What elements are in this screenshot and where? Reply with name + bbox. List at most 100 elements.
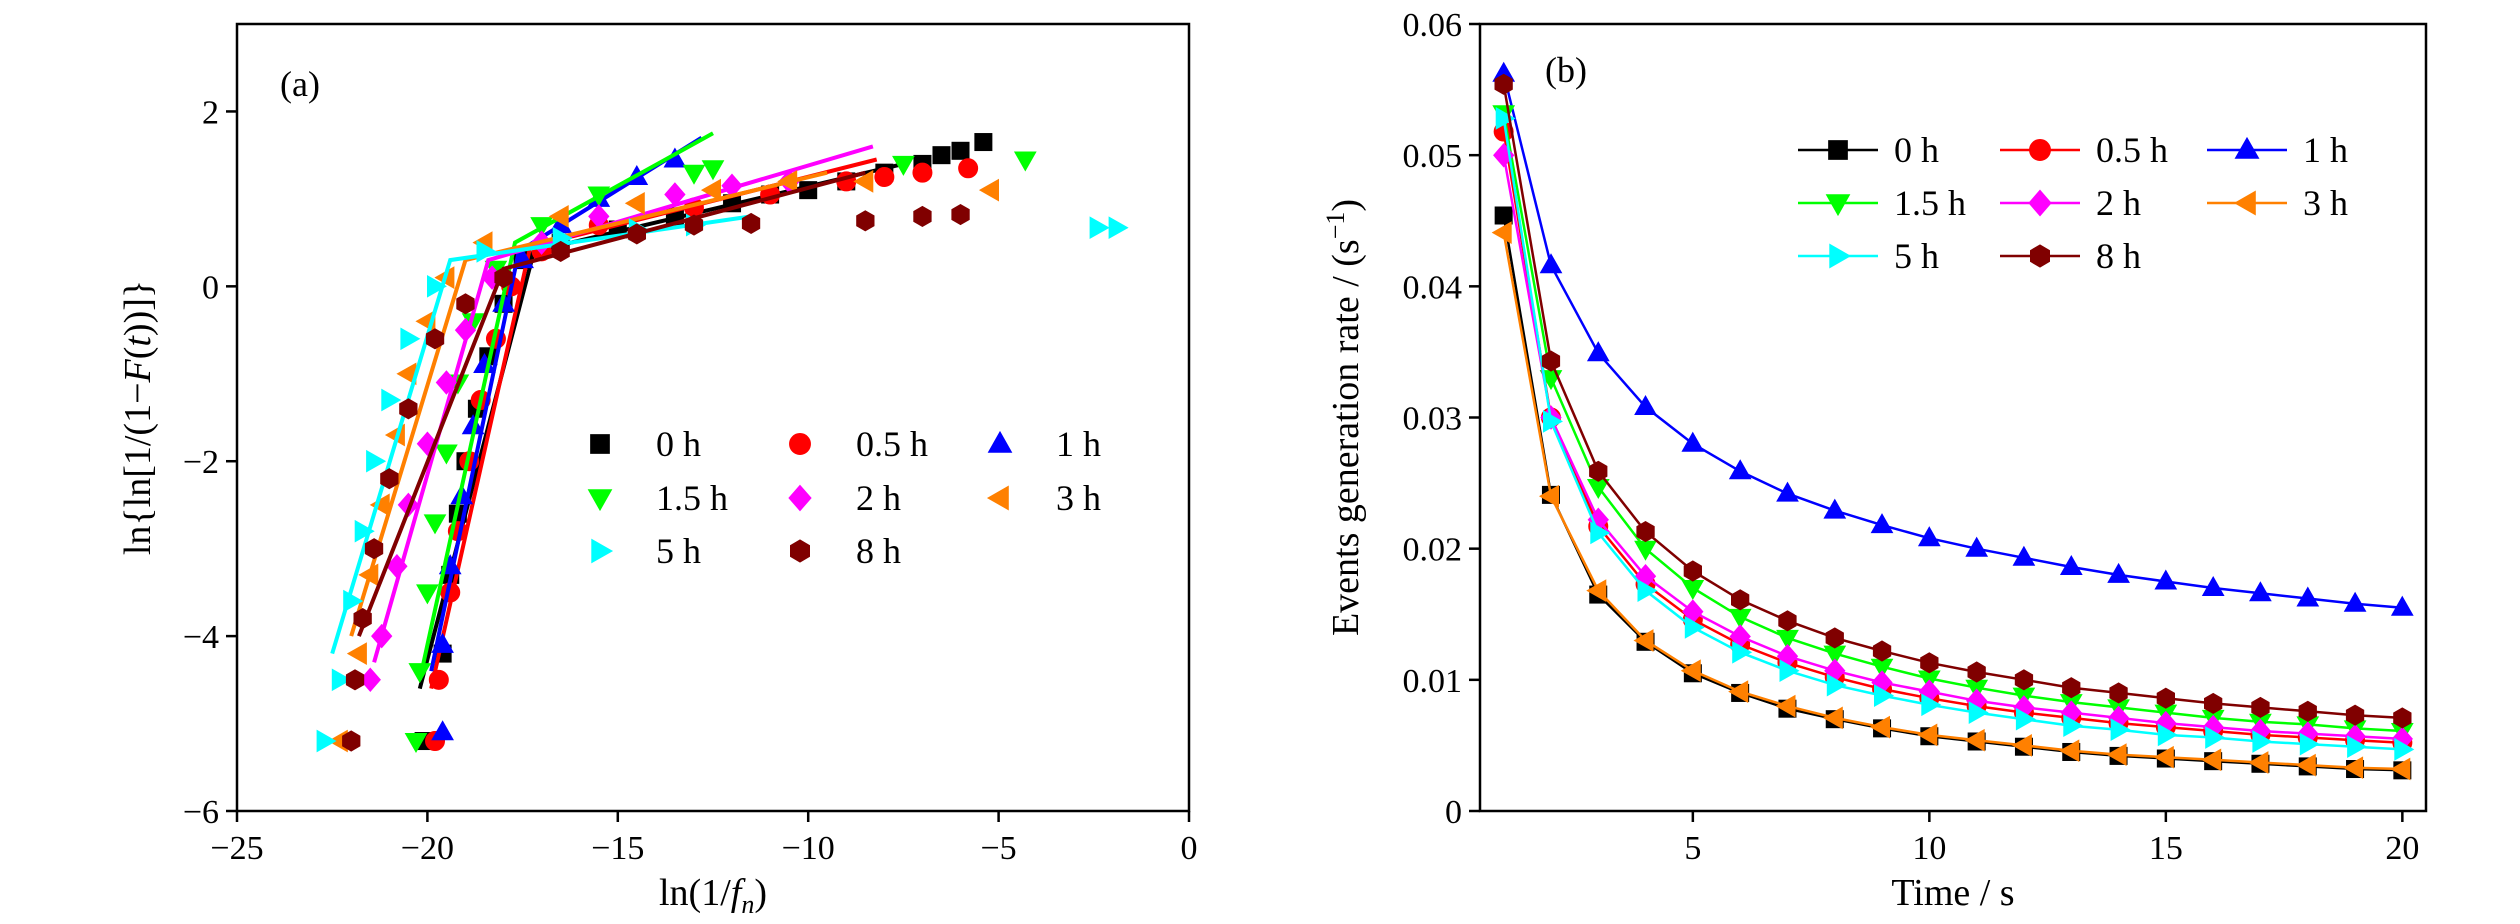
data-point: [2154, 569, 2178, 590]
data-point: [381, 388, 402, 412]
data-point: [700, 178, 721, 202]
panel-a-x-axis-label: ln(1/fn): [659, 872, 767, 919]
y-label-part-1: ln{ln[1/(1−: [117, 382, 159, 555]
y-tick-label: 0.05: [1403, 138, 1463, 175]
data-point: [1684, 616, 1705, 639]
data-point: [2059, 554, 2083, 575]
panel-a-scatter-chart: −25 −20 −15 −10 −5 0−6−4−202 (a) ln(1/fn) ln{…: [117, 22, 1198, 919]
data-point: [2343, 591, 2367, 612]
legend-label: 5 h: [1894, 236, 1939, 276]
data-point: [316, 729, 337, 753]
legend-item-a: 0.5 h: [789, 424, 928, 464]
data-point: [913, 205, 932, 227]
data-point: [1728, 680, 1749, 703]
legend-marker: [1825, 194, 1851, 217]
data-point: [856, 210, 875, 232]
legend-item-b: 0.5 h: [2000, 130, 2168, 170]
series-b-3h: [1491, 221, 2411, 781]
legend-marker: [591, 538, 614, 564]
data-point: [2249, 581, 2272, 602]
data-point: [1732, 640, 1753, 664]
y-label-b-part-3: ): [1325, 199, 1367, 212]
data-point: [1968, 701, 1989, 724]
panel-b-y-axis-label: Events generation rate / (s−1): [1321, 199, 1367, 636]
data-point: [2011, 734, 2032, 757]
data-point: [2110, 718, 2131, 742]
data-point: [1822, 706, 1843, 730]
legend-marker: [987, 430, 1013, 453]
fit-line: [429, 157, 878, 690]
y-tick-label: 0.04: [1403, 269, 1463, 306]
data-point: [2156, 687, 2175, 709]
x-tick-label: 10: [1912, 830, 1946, 867]
legend-marker: [2030, 244, 2050, 268]
legend-label: 1.5 h: [656, 478, 728, 518]
data-point: [380, 468, 399, 490]
legend-label: 1 h: [2303, 130, 2348, 170]
data-point: [974, 133, 993, 152]
y-label-part-4: t: [117, 335, 159, 347]
data-point: [1541, 350, 1561, 372]
legend-item-a: 1 h: [987, 424, 1101, 464]
data-point: [1823, 498, 1847, 519]
x-tick-label: 20: [2385, 830, 2419, 867]
data-point: [1089, 216, 1110, 240]
data-point: [2252, 730, 2273, 753]
legend-label: 1 h: [1056, 424, 1101, 464]
data-point: [1491, 221, 1512, 244]
data-point: [346, 642, 367, 665]
data-point: [456, 293, 475, 315]
legend-marker: [587, 489, 613, 512]
data-point: [892, 155, 915, 176]
data-point: [2062, 677, 2081, 699]
data-point: [1870, 513, 1894, 534]
data-point: [354, 519, 375, 543]
legend-label: 0 h: [656, 424, 701, 464]
data-point: [1921, 693, 1942, 717]
y-tick-label: 0: [1445, 794, 1462, 831]
data-point: [548, 205, 569, 228]
data-point: [1825, 627, 1844, 649]
legend-label: 3 h: [2303, 183, 2348, 223]
legend-item-a: 2 h: [788, 478, 901, 518]
data-point: [1013, 151, 1037, 172]
data-point: [932, 146, 951, 165]
data-point: [2204, 692, 2223, 714]
data-point: [1728, 459, 1752, 480]
data-point: [2345, 704, 2365, 726]
y-tick-label: 0: [202, 269, 219, 306]
data-point: [427, 274, 448, 298]
legend-label: 3 h: [1056, 478, 1101, 518]
data-point: [1633, 629, 1654, 652]
series-line: [1502, 232, 2403, 771]
legend-marker: [789, 433, 811, 455]
legend-label: 2 h: [2096, 183, 2141, 223]
data-point: [1869, 715, 1890, 739]
data-point: [2106, 743, 2127, 766]
data-point: [2107, 562, 2130, 583]
data-point: [951, 141, 970, 160]
data-point: [2201, 575, 2225, 596]
data-point: [701, 160, 725, 181]
y-label-part-2: F: [117, 358, 159, 383]
data-point: [345, 669, 365, 691]
data-point: [423, 514, 447, 535]
data-point: [874, 167, 895, 188]
panel-b-axes-frame: [1478, 22, 2428, 813]
series-line: [1502, 154, 2403, 741]
y-tick-label: 0.01: [1403, 663, 1463, 700]
y-label-part-3: (: [117, 347, 159, 360]
legend-marker: [2028, 189, 2052, 217]
x-tick-label: −10: [782, 830, 835, 867]
data-point: [1778, 610, 1797, 632]
data-point: [2394, 738, 2415, 761]
data-point: [2393, 707, 2412, 729]
legend-item-b: 3 h: [2207, 183, 2348, 223]
series-b-1h: [1492, 61, 2414, 616]
series-b-0h: [1494, 206, 2412, 780]
data-point: [416, 584, 439, 605]
legend-item-a: 1.5 h: [587, 478, 728, 518]
data-point: [1634, 394, 1657, 415]
data-point: [366, 449, 387, 473]
x-tick-label: −20: [401, 830, 454, 867]
